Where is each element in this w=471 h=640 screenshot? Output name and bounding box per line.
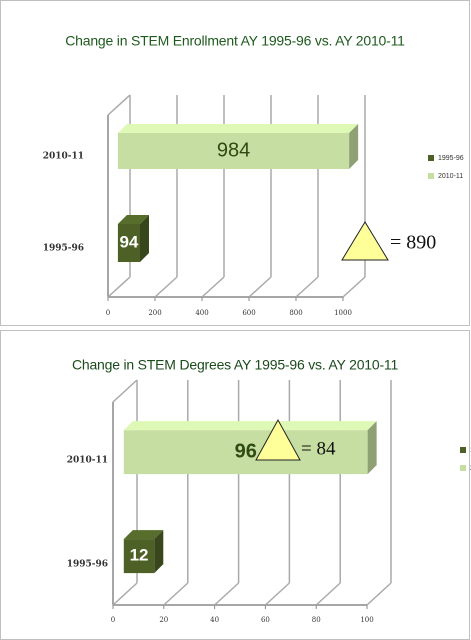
delta-triangle	[255, 418, 301, 461]
x-tick-label: 40	[210, 616, 219, 624]
legend-swatch	[460, 447, 466, 453]
delta-triangle	[341, 221, 389, 261]
grid-line	[163, 582, 189, 606]
bar-side	[154, 530, 164, 574]
y-tick-label: 2010-11	[43, 152, 84, 162]
x-tick-label: 60	[261, 616, 270, 624]
x-tick-label: 1000	[334, 309, 352, 317]
y-tick-label: 1995-96	[67, 560, 108, 570]
x-tick-label: 200	[148, 309, 161, 317]
annotation: = 890	[390, 232, 436, 254]
y-tick-label: 1995-96	[43, 244, 84, 254]
bar	[117, 133, 350, 169]
x-tick-label: 800	[289, 309, 302, 317]
bar-side	[367, 421, 377, 475]
data-label: 94	[119, 232, 138, 251]
chart-title: Change in STEM Enrollment AY 1995-96 vs.…	[65, 33, 405, 49]
panel: Change in STEM Degrees AY 1995-96 vs. AY…	[0, 330, 471, 640]
grid-line	[201, 276, 225, 298]
bar-top	[123, 530, 164, 540]
x-tick-label: 400	[195, 309, 208, 317]
annotation: = 84	[301, 438, 336, 459]
bar	[123, 539, 155, 574]
y-tick-label: 2010-11	[67, 456, 108, 466]
bar-top	[117, 215, 149, 224]
grid-line	[112, 582, 138, 606]
x-tick-label: 80	[312, 616, 321, 624]
chart: Change in STEM Enrollment AY 1995-96 vs.…	[0, 0, 470, 326]
grid-line	[107, 276, 131, 298]
panel-frame	[0, 0, 470, 326]
panel-frame	[0, 330, 470, 640]
bar-side	[139, 215, 149, 262]
legend-label: 2010-11	[438, 173, 463, 180]
wall-edge	[107, 94, 131, 116]
grid-line	[248, 276, 272, 298]
grid-line	[342, 276, 366, 298]
legend-label: 1995-96	[438, 155, 464, 162]
grid-line	[154, 276, 178, 298]
legend-swatch	[428, 155, 434, 161]
x-tick-label: 20	[159, 616, 168, 624]
data-label: 96	[235, 440, 257, 462]
x-tick-label: 0	[106, 309, 110, 317]
legend-swatch	[460, 465, 466, 471]
x-tick-label: 600	[242, 309, 255, 317]
grid-line	[366, 582, 392, 606]
grid-line	[295, 276, 319, 298]
grid-line	[315, 582, 341, 606]
panel: Change in STEM Enrollment AY 1995-96 vs.…	[0, 0, 470, 326]
x-tick-label: 0	[111, 616, 115, 624]
chart-title: Change in STEM Degrees AY 1995-96 vs. AY…	[72, 357, 399, 373]
x-tick-label: 100	[360, 616, 373, 624]
bar-top	[117, 124, 359, 133]
bar-top	[123, 421, 377, 431]
chart: Change in STEM Degrees AY 1995-96 vs. AY…	[0, 330, 471, 640]
bar	[117, 224, 140, 262]
wall-edge	[112, 379, 138, 403]
data-label: 12	[130, 546, 149, 565]
bar-side	[349, 124, 359, 169]
grid-line	[264, 582, 290, 606]
data-label: 984	[217, 139, 250, 161]
bar	[123, 430, 368, 475]
legend-swatch	[428, 173, 434, 179]
grid-line	[214, 582, 240, 606]
